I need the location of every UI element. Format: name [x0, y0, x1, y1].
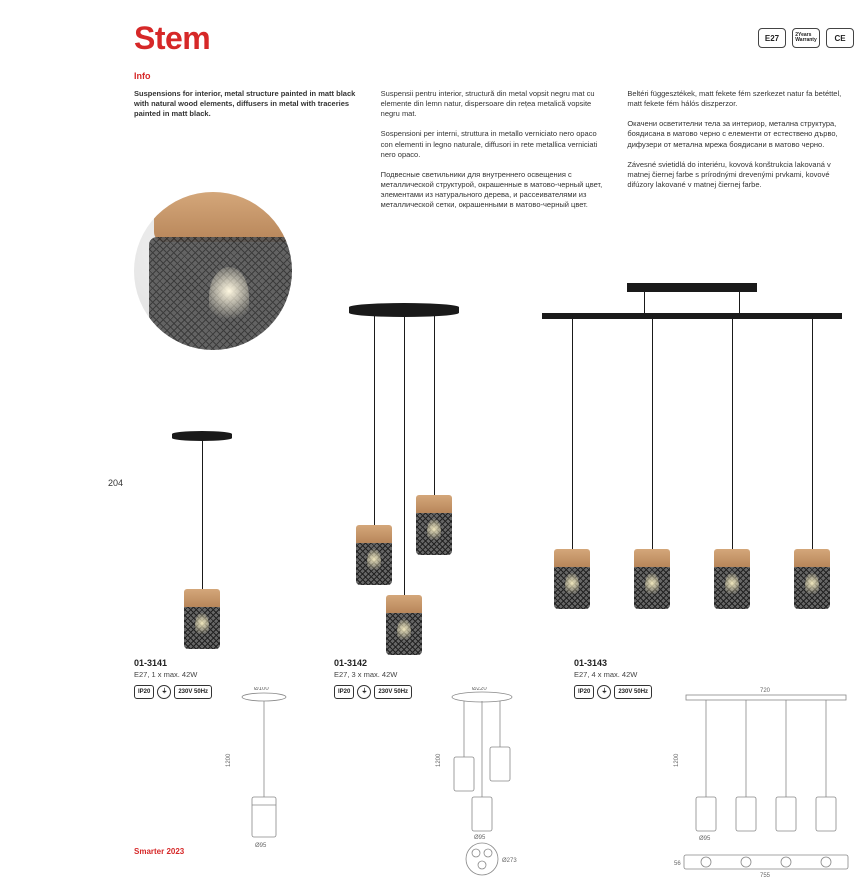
svg-text:720: 720: [760, 688, 771, 694]
badge-ip20: IP20: [334, 685, 354, 699]
lamp-bar-4: [794, 549, 830, 609]
lamp-triple-2: [386, 595, 422, 655]
badge-230v: 230V 50Hz: [174, 685, 212, 699]
desc-sk: Závesné svietidlá do interiéru, kovová k…: [627, 160, 854, 190]
lamp-triple-3: [416, 495, 452, 555]
svg-text:755: 755: [760, 873, 771, 877]
svg-text:56: 56: [674, 861, 681, 867]
badge-ground: ⏚: [597, 685, 611, 699]
svg-text:1200: 1200: [226, 753, 232, 767]
badge-warranty: 2YearsWarranty: [792, 28, 820, 48]
svg-text:Ø95: Ø95: [255, 843, 267, 849]
badge-ip20: IP20: [574, 685, 594, 699]
svg-text:Ø220: Ø220: [472, 687, 487, 692]
svg-text:Ø95: Ø95: [474, 835, 486, 841]
desc-it: Sospensioni per interni, struttura in me…: [381, 129, 608, 159]
lamp-triple-1: [356, 525, 392, 585]
page-number: 204: [108, 478, 123, 488]
spec-1: E27, 1 x max. 42W: [134, 670, 334, 679]
desc-ru: Подвесные светильники для внутреннего ос…: [381, 170, 608, 211]
badge-e27: E27: [758, 28, 786, 48]
lamp-single: [184, 589, 220, 649]
info-label: Info: [134, 71, 854, 81]
svg-text:1200: 1200: [436, 753, 442, 767]
lamp-bar-3: [714, 549, 750, 609]
footer: Smarter 2023: [134, 847, 184, 856]
svg-text:Ø273: Ø273: [502, 858, 517, 864]
desc-hu: Beltéri függesztékek, matt fekete fém sz…: [627, 89, 854, 109]
product-images: [134, 273, 854, 653]
svg-text:1200: 1200: [674, 753, 680, 767]
spec-3: E27, 4 x max. 42W: [574, 670, 854, 679]
spec-2: E27, 3 x max. 42W: [334, 670, 574, 679]
spec-row: 01-3141 E27, 1 x max. 42W IP20 ⏚ 230V 50…: [134, 658, 854, 838]
sku-3: 01-3143: [574, 658, 854, 668]
badge-ce: CE: [826, 28, 854, 48]
header-badges: E27 2YearsWarranty CE: [758, 28, 854, 48]
svg-text:Ø95: Ø95: [699, 836, 711, 842]
badge-230v: 230V 50Hz: [374, 685, 412, 699]
badge-ip20: IP20: [134, 685, 154, 699]
svg-text:Ø100: Ø100: [254, 687, 269, 692]
sku-2: 01-3142: [334, 658, 574, 668]
desc-ro: Suspensii pentru interior, structură din…: [381, 89, 608, 119]
badge-230v: 230V 50Hz: [614, 685, 652, 699]
sku-1: 01-3141: [134, 658, 334, 668]
lamp-bar-1: [554, 549, 590, 609]
product-title: Stem: [134, 20, 210, 57]
badge-ground: ⏚: [157, 685, 171, 699]
desc-en: Suspensions for interior, metal structur…: [134, 89, 361, 119]
lamp-bar-2: [634, 549, 670, 609]
badge-ground: ⏚: [357, 685, 371, 699]
desc-bg: Окачени осветителни тела за интериор, ме…: [627, 119, 854, 149]
